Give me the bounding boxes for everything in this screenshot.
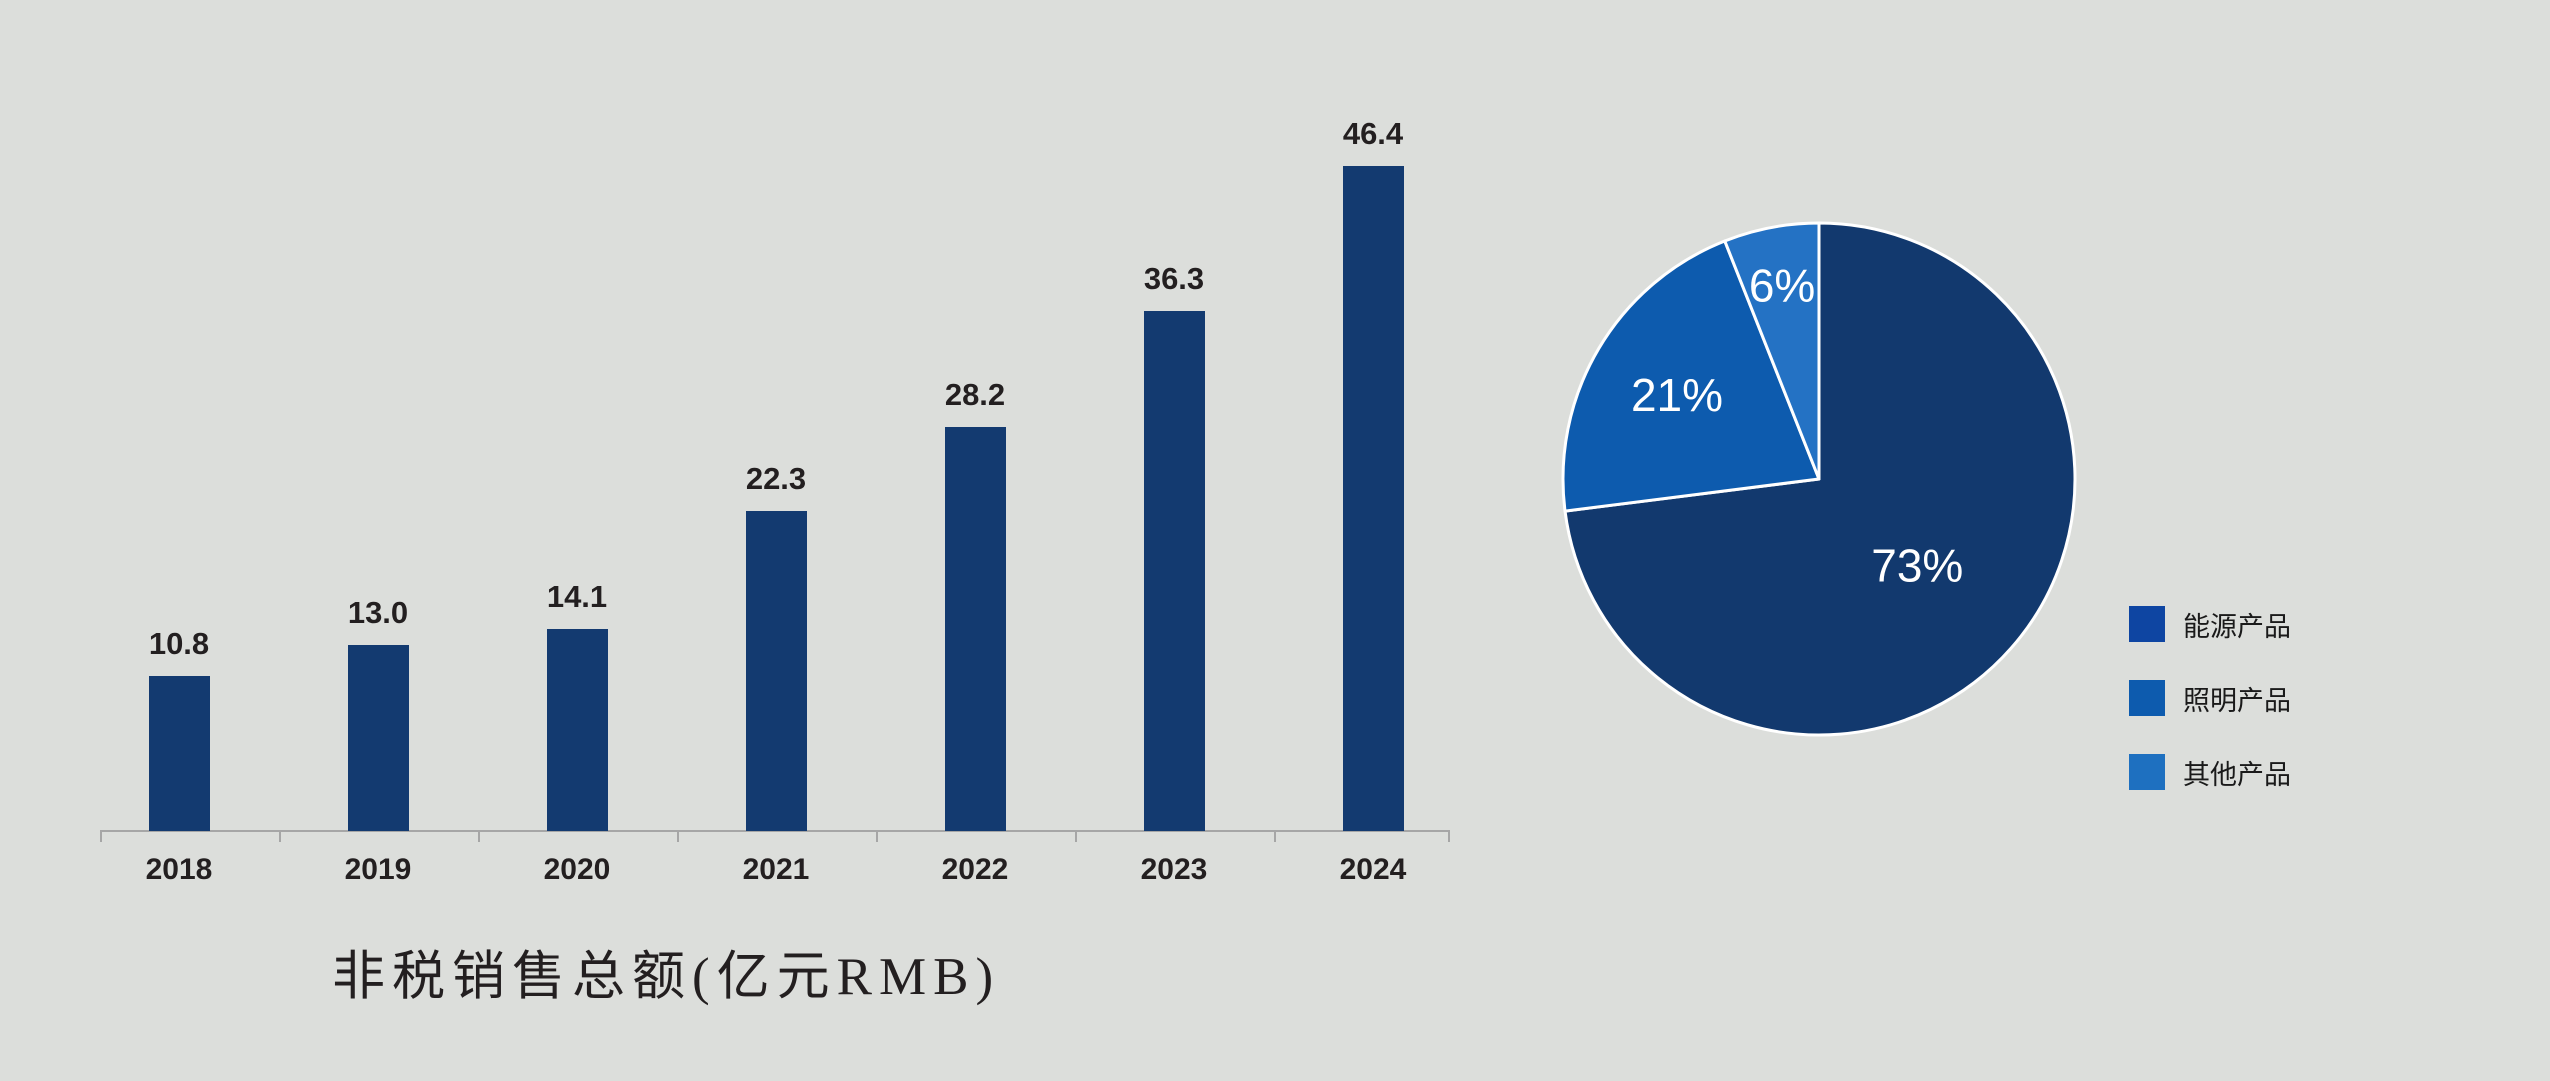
bar-2019 [347, 645, 409, 831]
x-axis-label-2024: 2024 [1339, 853, 1407, 886]
pie-slice-1 [1561, 239, 1821, 513]
bar-value-label-2020: 14.1 [546, 579, 608, 614]
pie-chart: 73% 21% 6% [1561, 221, 2077, 737]
legend-label-1: 照明产品 [2183, 685, 2291, 716]
x-axis-tick [1074, 831, 1077, 842]
bar-value-label-2024: 46.4 [1342, 116, 1404, 151]
legend-label-0: 能源产品 [2183, 611, 2291, 642]
x-axis-label-2018: 2018 [145, 853, 213, 886]
bar-value-label-2023: 36.3 [1143, 261, 1205, 296]
bar-value-label-2022: 28.2 [944, 377, 1006, 412]
pie-percent-label-1: 21% [1631, 369, 1723, 421]
bar-2021 [745, 511, 807, 831]
x-axis-line [100, 830, 1450, 832]
x-axis-tick [100, 831, 102, 842]
x-axis-label-2020: 2020 [543, 853, 611, 886]
legend-swatch-0 [2129, 606, 2165, 642]
bar-value-label-2019: 13.0 [347, 595, 409, 630]
legend-label-2: 其他产品 [2183, 759, 2291, 790]
pie-percent-label-2: 6% [1749, 260, 1815, 312]
bar-2020 [546, 629, 608, 831]
bar-2018 [148, 676, 210, 831]
x-axis-label-2021: 2021 [742, 853, 810, 886]
pie-slice-2 [1723, 221, 1821, 481]
x-axis-tick [477, 831, 480, 842]
pie-legend: 能源产品照明产品其他产品 [2129, 606, 2291, 828]
legend-item-1: 照明产品 [2129, 680, 2291, 716]
bar-2024 [1342, 166, 1404, 831]
bar-2022 [944, 427, 1006, 831]
legend-item-0: 能源产品 [2129, 606, 2291, 642]
x-axis-tick [875, 831, 878, 842]
x-axis-tick [676, 831, 679, 842]
x-axis-tick [1273, 831, 1276, 842]
legend-item-2: 其他产品 [2129, 754, 2291, 790]
legend-swatch-1 [2129, 680, 2165, 716]
x-axis-tick [1448, 831, 1450, 842]
x-axis-label-2022: 2022 [941, 853, 1009, 886]
legend-swatch-2 [2129, 754, 2165, 790]
bar-2023 [1143, 311, 1205, 831]
x-axis-label-2019: 2019 [344, 853, 412, 886]
x-axis-label-2023: 2023 [1140, 853, 1208, 886]
bar-chart: 10.8 2018 13.0 2019 14.1 2020 22.3 2021 28.2 2022… [100, 116, 1450, 886]
bar-value-label-2018: 10.8 [148, 626, 210, 661]
x-axis-tick [278, 831, 281, 842]
pie-percent-label-0: 73% [1871, 540, 1963, 592]
bar-chart-title: 非税销售总额(亿元RMB) [332, 948, 1001, 1006]
bar-value-label-2021: 22.3 [745, 461, 807, 496]
